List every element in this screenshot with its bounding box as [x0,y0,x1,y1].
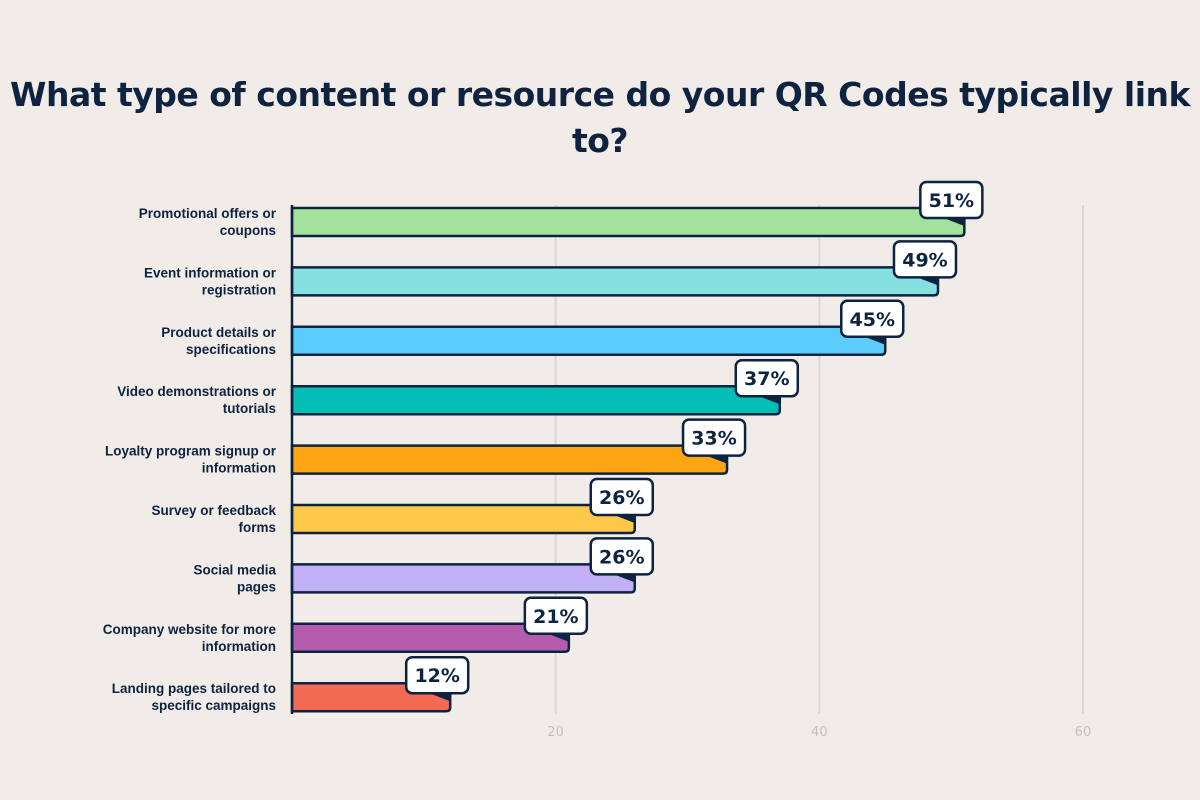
data-label: 33% [691,428,736,450]
category-label: registration [202,282,276,297]
bar [290,325,887,357]
category-label: Loyalty program signup or [105,444,277,459]
category-label: Company website for more [103,622,277,637]
data-label: 45% [850,309,895,331]
category-label: tutorials [223,401,276,416]
x-tick-label: 60 [1075,725,1092,740]
bar [290,503,637,535]
data-label-box [734,358,800,398]
category-label: coupons [220,223,276,238]
category-label: information [202,639,276,654]
data-label-box [840,299,905,339]
data-label-box [589,477,655,517]
data-label-box [589,537,655,576]
category-label: Product details or [161,325,277,340]
category-label: Landing pages tailored to [112,681,276,696]
data-label-box [404,655,470,695]
data-label: 51% [929,190,974,212]
bar [290,384,782,416]
category-label: Promotional offers or [139,206,277,221]
category-label: Social media [193,562,276,577]
bar [290,266,940,297]
category-label: forms [238,520,276,535]
data-label: 26% [599,487,644,509]
category-label: specifications [186,342,276,357]
data-label: 26% [599,546,644,568]
data-label: 12% [414,665,459,687]
category-label: pages [237,579,276,594]
category-label: information [202,461,276,476]
chart-title: What type of content or resource do your… [10,75,1190,160]
data-label-box [523,596,589,636]
category-label: Video demonstrations or [117,384,277,399]
data-label-box [919,180,984,220]
x-tick-label: 40 [811,725,828,740]
bar [290,444,729,475]
bar [290,563,637,594]
category-label: specific campaigns [151,698,276,713]
data-label: 49% [902,249,947,271]
data-label-box [892,240,958,279]
x-tick-label: 20 [547,725,564,740]
data-label: 37% [744,368,789,390]
data-label-box [681,418,747,457]
category-label: Survey or feedback [151,503,276,518]
bar [290,206,966,238]
data-label: 21% [533,606,578,628]
category-label: Event information or [144,265,277,280]
